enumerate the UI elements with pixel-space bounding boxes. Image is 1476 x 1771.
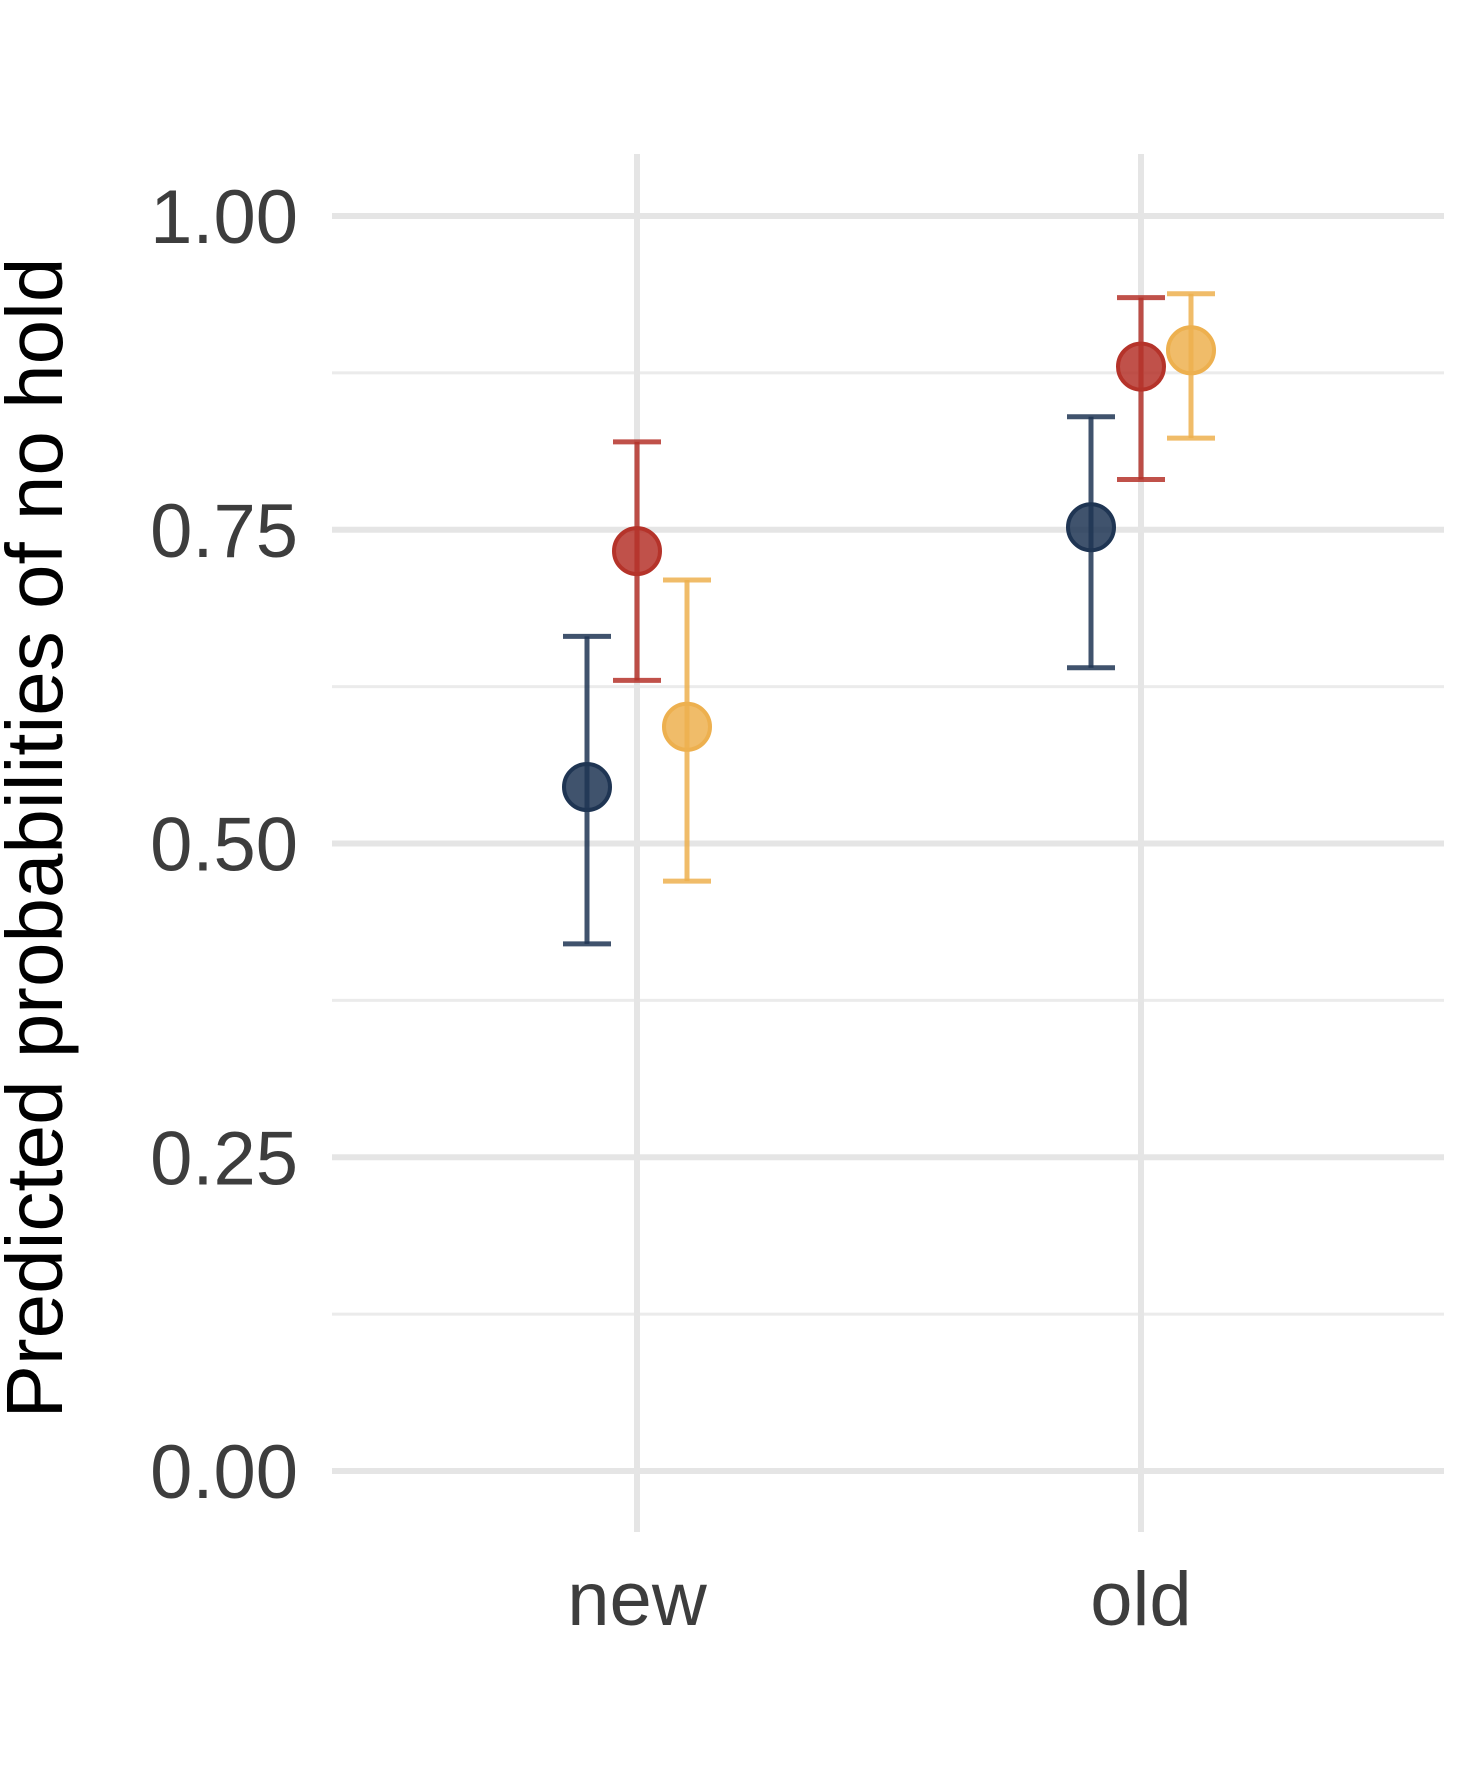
data-marks [562, 291, 1216, 947]
x-tick-label: old [1090, 1557, 1191, 1642]
x-tick-label: new [567, 1557, 708, 1642]
data-point [612, 526, 662, 577]
data-point [662, 701, 712, 752]
minor-gridlines [332, 371, 1444, 1316]
y-tick-label: 0.25 [150, 1116, 298, 1201]
data-point [1116, 341, 1166, 392]
y-axis-title: Predicted probabilities of no hold [0, 258, 79, 1419]
y-tick-label: 0.50 [150, 803, 298, 888]
y-tick-label: 1.00 [150, 175, 298, 260]
major-gridlines [332, 154, 1444, 1532]
data-point [562, 762, 612, 813]
y-axis-ticks: 0.00 0.25 0.50 0.75 1.00 [150, 175, 298, 1515]
data-point [1166, 325, 1216, 376]
data-point [1066, 502, 1116, 553]
y-tick-label: 0.00 [150, 1430, 298, 1515]
y-tick-label: 0.75 [150, 489, 298, 574]
x-axis-ticks: new old [567, 1557, 1191, 1642]
